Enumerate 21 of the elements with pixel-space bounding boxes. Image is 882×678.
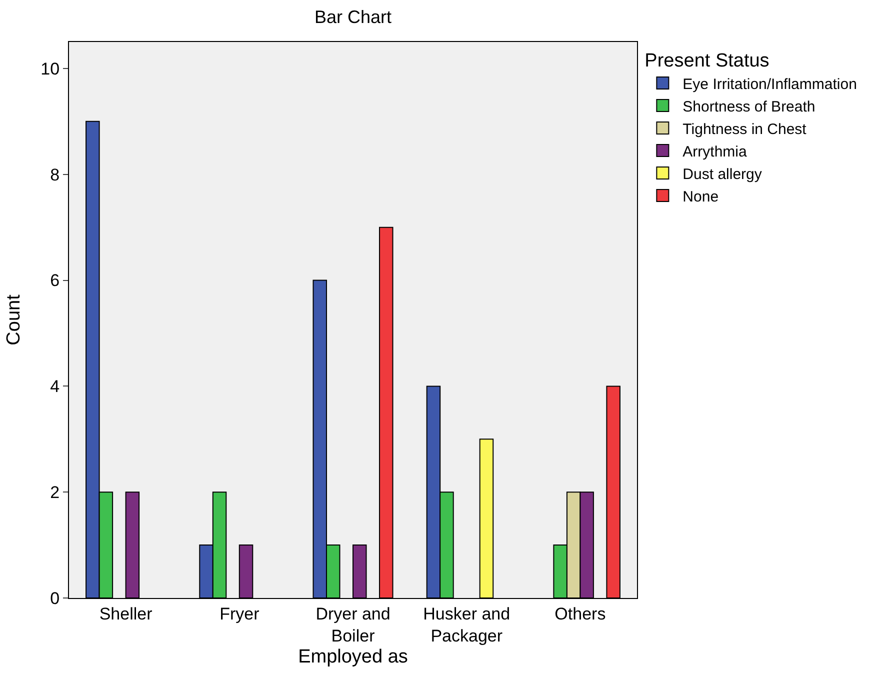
legend-label: Dust allergy bbox=[682, 166, 762, 183]
legend-label: None bbox=[682, 188, 719, 206]
y-tick-label: 2 bbox=[50, 483, 60, 502]
legend-label: Eye Irritation/Inflammation bbox=[682, 76, 857, 93]
y-axis-title: Count bbox=[4, 294, 25, 346]
x-tick-label: Sheller bbox=[99, 604, 153, 624]
legend-title: Present Status bbox=[644, 50, 770, 72]
y-tick-label: 0 bbox=[50, 588, 60, 608]
chart-title: Bar Chart bbox=[314, 6, 392, 27]
x-axis-title: Employed as bbox=[298, 646, 408, 668]
x-tick-label: Husker and Packager bbox=[423, 604, 510, 646]
legend-label: Arrythmia bbox=[682, 143, 748, 160]
y-tick-label: 10 bbox=[40, 59, 60, 78]
x-tick-label: Others bbox=[554, 604, 606, 624]
legend-label: Shortness of Breath bbox=[682, 98, 816, 116]
y-tick-label: 8 bbox=[50, 165, 60, 184]
legend-label: Tightness in Chest bbox=[682, 120, 808, 138]
y-tick-label: 6 bbox=[50, 271, 60, 290]
y-tick-label: 4 bbox=[50, 377, 60, 396]
x-tick-label: Dryer and Boiler bbox=[316, 604, 390, 646]
x-tick-label: Fryer bbox=[220, 604, 260, 624]
